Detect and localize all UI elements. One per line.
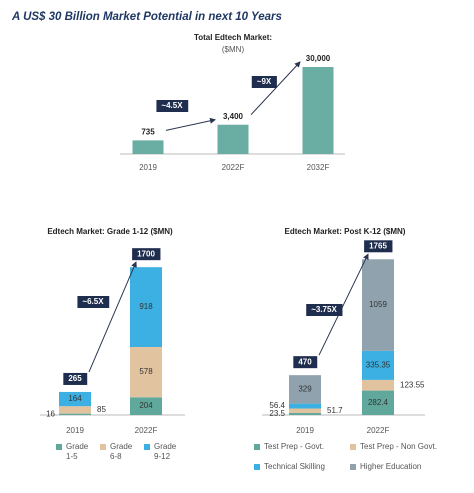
legend-item: Higher Education — [350, 462, 450, 472]
segment-label: 204 — [139, 401, 153, 410]
value-label: 3,400 — [223, 112, 244, 121]
segment-label: 282.4 — [368, 398, 389, 407]
total-label: 1765 — [369, 241, 387, 250]
segment-label: 85 — [97, 405, 106, 414]
x-tick-label: 2019 — [296, 426, 314, 435]
value-label: 735 — [141, 127, 155, 136]
arrow — [318, 253, 369, 356]
value-label: 30,000 — [306, 54, 331, 63]
chart-title: Edtech Market: Post K-12 ($MN) — [285, 227, 406, 236]
x-tick-label: 2019 — [66, 426, 84, 435]
bar-segment — [289, 403, 321, 409]
legend-swatch — [350, 464, 356, 470]
bar — [302, 67, 334, 154]
annotation-box — [251, 76, 277, 88]
legend-label: Grade 9-12 — [154, 442, 177, 461]
total-label: 1700 — [137, 249, 155, 258]
chart-title: Total Edtech Market: — [194, 33, 272, 42]
legend-swatch — [144, 444, 150, 450]
legend-label: Higher Education — [360, 462, 422, 471]
annotation: ~4.5X — [161, 101, 183, 110]
total-label-box — [132, 248, 161, 261]
legend-item: Grade 1-5 — [56, 442, 96, 462]
legend-swatch — [56, 444, 62, 450]
legend-item: Test Prep - Non Govt. — [350, 442, 450, 452]
segment-label: 329 — [298, 385, 312, 394]
bar-segment — [362, 390, 394, 415]
legend-item: Grade 9-12 — [144, 442, 184, 462]
x-tick-label: 2032F — [307, 163, 330, 172]
legend-label: Grade 6-8 — [110, 442, 133, 461]
legend-label: Technical Skilling — [264, 462, 325, 471]
bar-segment — [59, 413, 91, 415]
x-tick-label: 2022F — [222, 163, 245, 172]
segment-label: 1059 — [369, 300, 387, 309]
legend-swatch — [350, 444, 356, 450]
bar-segment — [130, 347, 162, 398]
segment-label: 123.55 — [400, 380, 425, 389]
annotation: ~3.75X — [311, 305, 337, 314]
annotation-box — [306, 304, 343, 316]
legend-item: Test Prep - Govt. — [254, 442, 354, 452]
bar-segment — [59, 391, 91, 407]
arrow — [165, 117, 216, 131]
legend-swatch — [254, 464, 260, 470]
legend-swatch — [100, 444, 106, 450]
legend-label: Grade 1-5 — [66, 442, 89, 461]
arrow — [88, 261, 137, 373]
total-label-box — [293, 356, 318, 369]
segment-label: 56.4 — [269, 401, 285, 410]
x-tick-label: 2022F — [367, 426, 390, 435]
chart-title: Edtech Market: Grade 1-12 ($MN) — [47, 227, 173, 236]
annotation-box — [156, 100, 189, 112]
total-label-box — [364, 240, 393, 253]
arrow — [250, 61, 301, 116]
bar-segment — [362, 259, 394, 351]
segment-label: 164 — [68, 394, 82, 403]
bar-segment — [289, 408, 321, 413]
segment-label: 918 — [139, 302, 153, 311]
total-label-box — [63, 372, 88, 385]
bar-segment — [130, 267, 162, 347]
page-title: A US$ 30 Billion Market Potential in nex… — [11, 11, 282, 23]
legend-item: Technical Skilling — [254, 462, 354, 472]
bar — [217, 124, 249, 154]
segment-label: 335.35 — [366, 360, 391, 369]
legend-item: Grade 6-8 — [100, 442, 140, 462]
segment-label: 23.5 — [269, 409, 285, 418]
bar-segment — [362, 350, 394, 380]
legend-label: Test Prep - Govt. — [264, 442, 325, 451]
bar — [132, 140, 164, 154]
total-label: 470 — [298, 357, 312, 366]
legend-swatch — [254, 444, 260, 450]
bar-segment — [59, 406, 91, 414]
annotation-box — [77, 296, 110, 308]
x-tick-label: 2022F — [135, 426, 158, 435]
legend-label: Test Prep - Non Govt. — [360, 442, 437, 451]
segment-label: 578 — [139, 367, 153, 376]
bar-segment — [289, 375, 321, 404]
segment-label: 51.7 — [327, 406, 343, 415]
chart-subtitle: ($MN) — [222, 45, 245, 54]
x-tick-label: 2019 — [139, 163, 157, 172]
annotation: ~9X — [257, 77, 272, 86]
annotation: ~6.5X — [82, 297, 104, 306]
bar-segment — [362, 379, 394, 391]
bar-segment — [130, 397, 162, 415]
bar-segment — [289, 412, 321, 415]
segment-label: 16 — [46, 409, 55, 418]
total-label: 265 — [68, 374, 82, 383]
